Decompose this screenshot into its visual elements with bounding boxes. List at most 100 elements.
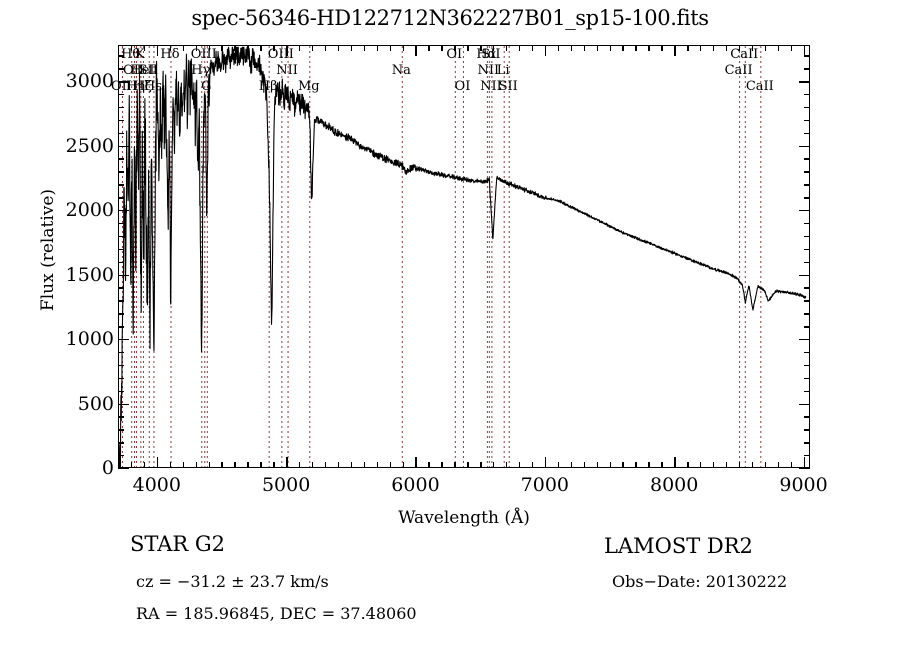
y-axis-title: Flux (relative) bbox=[38, 188, 58, 312]
y-tick-right bbox=[799, 274, 810, 276]
y-tick-right bbox=[804, 313, 810, 315]
x-tick bbox=[674, 457, 676, 468]
x-tick-top bbox=[506, 45, 508, 51]
spectral-line-markers bbox=[121, 46, 762, 467]
x-tick bbox=[350, 462, 353, 468]
x-tick-top bbox=[350, 45, 353, 51]
y-tick bbox=[118, 351, 124, 354]
y-tick bbox=[118, 416, 124, 418]
y-tick bbox=[118, 235, 124, 238]
x-tick bbox=[143, 462, 146, 468]
y-tick bbox=[118, 313, 124, 315]
y-tick-label: 0 bbox=[101, 457, 114, 479]
x-tick-top bbox=[725, 45, 728, 51]
page-title: spec-56346-HD122712N362227B01_sp15-100.f… bbox=[191, 6, 709, 30]
y-tick bbox=[118, 119, 124, 122]
x-tick-top bbox=[480, 45, 482, 51]
y-tick-right bbox=[804, 119, 810, 122]
y-tick-right bbox=[804, 235, 810, 238]
x-axis-title: Wavelength (Å) bbox=[398, 508, 530, 528]
x-tick-top bbox=[182, 45, 185, 51]
spectral-line-label: Hζ bbox=[133, 79, 152, 94]
y-tick-right bbox=[804, 171, 810, 173]
y-tick bbox=[118, 94, 124, 96]
x-tick-top bbox=[764, 45, 767, 51]
spectral-line-label: OIII bbox=[190, 47, 217, 62]
spectral-line-label: OI bbox=[446, 47, 463, 62]
x-tick-top bbox=[803, 45, 805, 56]
y-tick bbox=[118, 210, 129, 212]
x-tick-top bbox=[648, 45, 650, 51]
y-tick bbox=[118, 261, 124, 264]
y-tick-right bbox=[804, 364, 810, 367]
y-tick-label: 2500 bbox=[65, 134, 114, 157]
x-tick bbox=[286, 457, 288, 468]
x-tick-top bbox=[260, 45, 262, 51]
spectral-line-label: K bbox=[135, 47, 145, 62]
x-tick-top bbox=[337, 45, 340, 51]
spectral-line-label: Hε bbox=[143, 79, 162, 94]
y-tick-label: 1500 bbox=[65, 263, 114, 286]
x-tick bbox=[712, 462, 715, 468]
x-tick bbox=[609, 462, 611, 468]
x-tick-label: 9000 bbox=[779, 474, 828, 496]
x-tick bbox=[208, 462, 210, 468]
plot-area bbox=[119, 46, 809, 467]
y-tick bbox=[118, 222, 124, 225]
x-tick bbox=[299, 462, 301, 468]
x-tick bbox=[648, 462, 650, 468]
y-tick bbox=[118, 248, 124, 251]
object-type-label: STAR G2 bbox=[130, 532, 226, 556]
spectral-line-label: Hη bbox=[125, 79, 146, 94]
x-tick bbox=[324, 462, 327, 468]
y-tick-right bbox=[804, 184, 810, 186]
x-tick bbox=[687, 462, 689, 468]
x-tick bbox=[130, 462, 133, 468]
y-tick bbox=[118, 300, 124, 302]
x-tick-top bbox=[661, 45, 663, 51]
spectral-line-label: Hδ bbox=[160, 47, 180, 62]
x-tick-top bbox=[609, 45, 611, 51]
x-tick bbox=[389, 462, 392, 468]
x-tick-top bbox=[531, 45, 534, 51]
y-tick-right bbox=[804, 106, 810, 109]
y-tick bbox=[118, 55, 124, 57]
obs-date: Obs−Date: 20130222 bbox=[612, 572, 788, 591]
x-tick bbox=[596, 462, 598, 468]
y-tick-right bbox=[804, 94, 810, 96]
x-tick-top bbox=[544, 45, 547, 56]
y-tick bbox=[118, 377, 124, 380]
x-tick-top bbox=[557, 45, 560, 51]
x-tick-top bbox=[777, 45, 780, 51]
y-tick-right bbox=[804, 287, 810, 289]
spectral-line-label: OI bbox=[454, 79, 471, 94]
survey-label: LAMOST DR2 bbox=[604, 534, 753, 558]
x-tick-top bbox=[467, 45, 469, 51]
coordinates: RA = 185.96845, DEC = 37.48060 bbox=[136, 604, 417, 623]
x-tick-top bbox=[790, 45, 792, 51]
x-tick-top bbox=[299, 45, 301, 51]
x-tick-top bbox=[751, 45, 754, 51]
y-tick bbox=[118, 145, 129, 147]
x-tick bbox=[273, 462, 275, 468]
x-tick bbox=[247, 462, 249, 468]
y-tick-right bbox=[804, 442, 810, 444]
x-tick bbox=[661, 462, 663, 468]
x-tick-top bbox=[583, 45, 586, 51]
x-tick bbox=[544, 457, 547, 468]
x-tick bbox=[169, 462, 172, 468]
spectral-line-label: Hα bbox=[476, 47, 497, 62]
y-tick-label: 1000 bbox=[65, 328, 114, 351]
x-tick-top bbox=[324, 45, 327, 51]
x-tick-label: 8000 bbox=[649, 474, 699, 496]
x-tick-top bbox=[570, 45, 573, 51]
spectral-line-label: SII bbox=[481, 47, 501, 62]
x-tick bbox=[518, 462, 521, 468]
x-tick bbox=[635, 462, 637, 468]
y-tick bbox=[118, 171, 124, 173]
spectral-line-label: Hθ bbox=[121, 47, 141, 62]
redshift-velocity: cz = −31.2 ± 23.7 km/s bbox=[136, 572, 329, 591]
spectral-line-label: Na bbox=[391, 63, 411, 78]
x-tick-top bbox=[700, 45, 702, 51]
x-tick-top bbox=[687, 45, 689, 51]
